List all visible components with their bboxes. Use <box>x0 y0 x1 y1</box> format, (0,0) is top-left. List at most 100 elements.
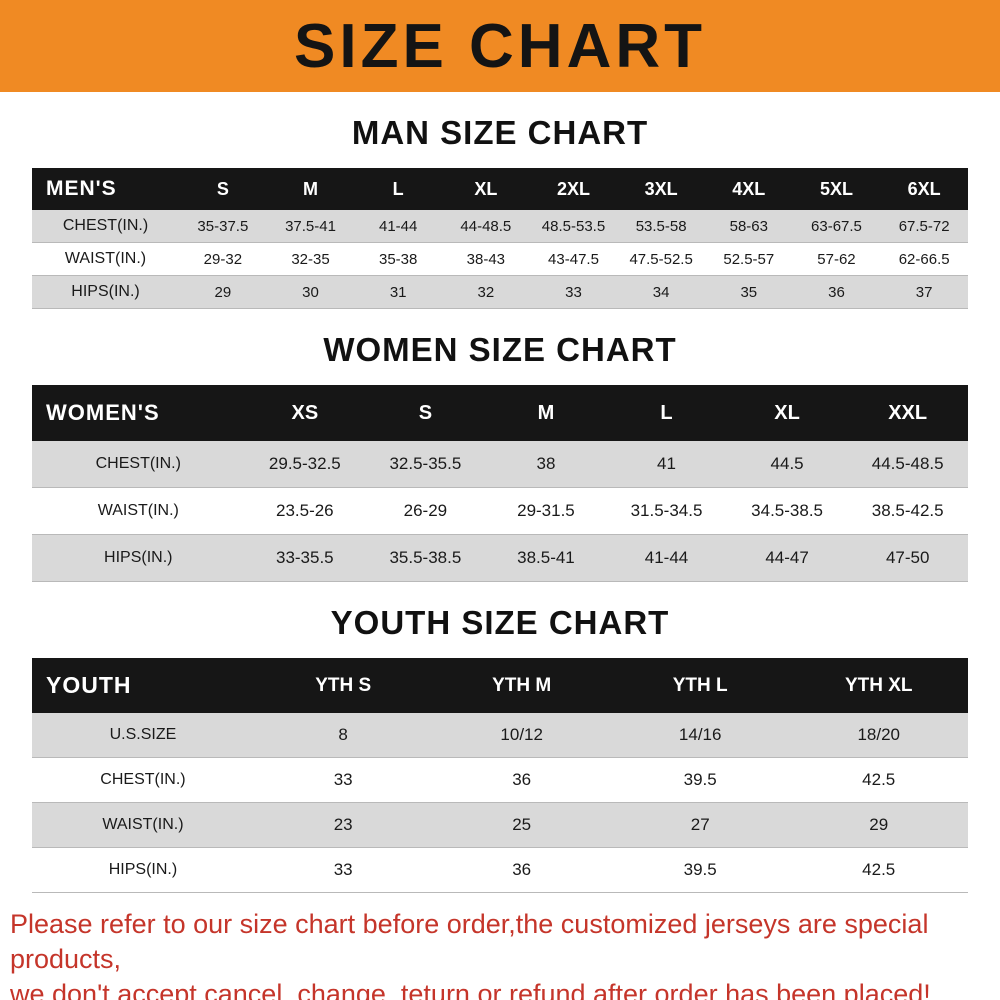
measurement-value-cell: 47-50 <box>847 534 968 582</box>
measurement-value-cell: 26-29 <box>365 487 486 535</box>
measurement-label-cell: WAIST(IN.) <box>32 802 254 848</box>
order-policy-note: Please refer to our size chart before or… <box>10 907 990 1000</box>
measurement-value-cell: 41-44 <box>354 210 442 243</box>
measurement-value-cell: 29.5-32.5 <box>244 441 366 488</box>
table-row: CHEST(IN.) 35-37.5 37.5-41 41-44 44-48.5 48.5… <box>32 210 968 243</box>
measurement-value-cell: 37.5-41 <box>266 210 355 243</box>
size-column-header-cell: XS <box>291 401 319 424</box>
measurement-value-cell: 44-47 <box>726 534 848 582</box>
measurement-value-cell: 44.5-48.5 <box>847 441 968 488</box>
man-size-chart-title: MAN SIZE CHART <box>351 114 649 151</box>
measurement-value-cell: 67.5-72 <box>880 210 968 243</box>
measurement-value-cell: 38.5-42.5 <box>847 487 968 535</box>
table-group-label-cell: WOMEN'S <box>46 400 160 425</box>
table-row: CHEST(IN.) 33 36 39.5 42.5 <box>32 757 968 803</box>
table-header-row: MEN'S S M L XL 2XL 3XL 4XL 5XL 6XL <box>32 168 968 210</box>
table-row: CHEST(IN.) 29.5-32.5 32.5-35.5 38 41 44.5 44.5… <box>32 441 968 488</box>
measurement-value-cell: 29 <box>789 802 968 848</box>
measurement-label-cell: CHEST(IN.) <box>32 210 180 243</box>
size-column-header-cell: YTH M <box>492 674 552 696</box>
measurement-value-cell: 41 <box>606 441 727 488</box>
women-size-table: WOMEN'S XS S M L XL XXL CHEST(IN.) 29.5-32.5 32.5… <box>32 385 968 582</box>
measurement-value-cell: 63-67.5 <box>792 210 881 243</box>
size-column-header-cell: L <box>660 401 673 424</box>
measurement-value-cell: 33 <box>253 847 433 893</box>
table-row: WAIST(IN.) 29-32 32-35 35-38 38-43 43-47.5 47.… <box>32 242 968 276</box>
measurement-value-cell: 42.5 <box>789 757 968 803</box>
measurement-value-cell: 8 <box>253 713 433 758</box>
measurement-value-cell: 39.5 <box>610 757 790 803</box>
measurement-value-cell: 23 <box>253 802 433 848</box>
measurement-value-cell: 42.5 <box>789 847 968 893</box>
measurement-label-cell: HIPS(IN.) <box>32 275 180 309</box>
size-column-header-cell: YTH S <box>315 674 372 696</box>
table-group-label-cell: MEN'S <box>46 177 117 200</box>
table-row: HIPS(IN.) 29 30 31 32 33 34 35 36 37 <box>32 275 968 309</box>
measurement-value-cell: 38-43 <box>442 242 530 276</box>
measurement-value-cell: 38.5-41 <box>485 534 607 582</box>
page-title: SIZE CHART <box>294 11 706 81</box>
measurement-value-cell: 48.5-53.5 <box>529 210 618 243</box>
measurement-value-cell: 58-63 <box>704 210 793 243</box>
measurement-value-cell: 34 <box>617 275 705 309</box>
size-column-header-cell: 2XL <box>556 178 590 199</box>
size-column-header-cell: 4XL <box>732 178 766 199</box>
measurement-label-cell: CHEST(IN.) <box>32 757 254 803</box>
measurement-value-cell: 47.5-52.5 <box>617 242 705 276</box>
measurement-value-cell: 44-48.5 <box>442 210 530 243</box>
youth-size-table: YOUTH YTH S YTH M YTH L YTH XL U.S.SIZE 8 10/12… <box>32 658 968 893</box>
men-size-table: MEN'S S M L XL 2XL 3XL 4XL 5XL 6XL CHEST(IN.) 35-37… <box>32 168 968 309</box>
measurement-value-cell: 36 <box>432 757 611 803</box>
size-column-header-cell: S <box>418 401 433 424</box>
table-group-label-cell: YOUTH <box>46 672 132 698</box>
measurement-value-cell: 29 <box>179 275 267 309</box>
table-header-row: WOMEN'S XS S M L XL XXL <box>32 385 968 441</box>
measurement-label-cell: CHEST(IN.) <box>32 441 245 488</box>
measurement-value-cell: 34.5-38.5 <box>726 487 848 535</box>
size-column-header-cell: YTH L <box>672 674 728 696</box>
measurement-value-cell: 36 <box>792 275 881 309</box>
measurement-value-cell: 41-44 <box>606 534 727 582</box>
size-column-header-cell: 5XL <box>819 178 853 199</box>
measurement-label-cell: HIPS(IN.) <box>32 534 245 582</box>
table-row: WAIST(IN.) 23.5-26 26-29 29-31.5 31.5-34.5 34… <box>32 487 968 535</box>
measurement-value-cell: 32 <box>442 275 530 309</box>
measurement-label-cell: U.S.SIZE <box>32 713 254 758</box>
measurement-value-cell: 32-35 <box>266 242 355 276</box>
women-size-chart-title: WOMEN SIZE CHART <box>323 331 677 368</box>
measurement-label-cell: WAIST(IN.) <box>32 487 245 535</box>
table-row: HIPS(IN.) 33-35.5 35.5-38.5 38.5-41 41-44 44-… <box>32 534 968 582</box>
measurement-value-cell: 18/20 <box>789 713 968 758</box>
measurement-value-cell: 37 <box>880 275 968 309</box>
measurement-value-cell: 29-31.5 <box>485 487 607 535</box>
measurement-value-cell: 10/12 <box>432 713 611 758</box>
measurement-value-cell: 33 <box>253 757 433 803</box>
measurement-value-cell: 29-32 <box>179 242 267 276</box>
size-column-header-cell: M <box>303 178 319 199</box>
measurement-value-cell: 23.5-26 <box>244 487 366 535</box>
measurement-value-cell: 35.5-38.5 <box>365 534 486 582</box>
measurement-value-cell: 30 <box>266 275 355 309</box>
size-column-header-cell: XL <box>474 178 498 199</box>
table-row: HIPS(IN.) 33 36 39.5 42.5 <box>32 847 968 893</box>
table-row: U.S.SIZE 8 10/12 14/16 18/20 <box>32 713 968 758</box>
order-policy-line-2: we don't accept cancel, change, teturn o… <box>10 979 931 1000</box>
table-row: WAIST(IN.) 23 25 27 29 <box>32 802 968 848</box>
measurement-value-cell: 32.5-35.5 <box>365 441 486 488</box>
measurement-value-cell: 33 <box>529 275 618 309</box>
measurement-value-cell: 43-47.5 <box>529 242 618 276</box>
measurement-label-cell: WAIST(IN.) <box>32 242 180 276</box>
measurement-value-cell: 57-62 <box>792 242 881 276</box>
table-header-row: YOUTH YTH S YTH M YTH L YTH XL <box>32 658 968 713</box>
size-column-header-cell: S <box>216 178 229 199</box>
measurement-value-cell: 35-37.5 <box>179 210 267 243</box>
measurement-value-cell: 53.5-58 <box>617 210 705 243</box>
size-column-header-cell: 6XL <box>907 178 941 199</box>
measurement-value-cell: 52.5-57 <box>704 242 793 276</box>
youth-size-chart-title: YOUTH SIZE CHART <box>330 604 670 641</box>
size-chart-banner: SIZE CHART <box>0 0 1000 92</box>
measurement-value-cell: 39.5 <box>610 847 790 893</box>
size-column-header-cell: L <box>392 178 404 199</box>
measurement-value-cell: 35-38 <box>354 242 442 276</box>
